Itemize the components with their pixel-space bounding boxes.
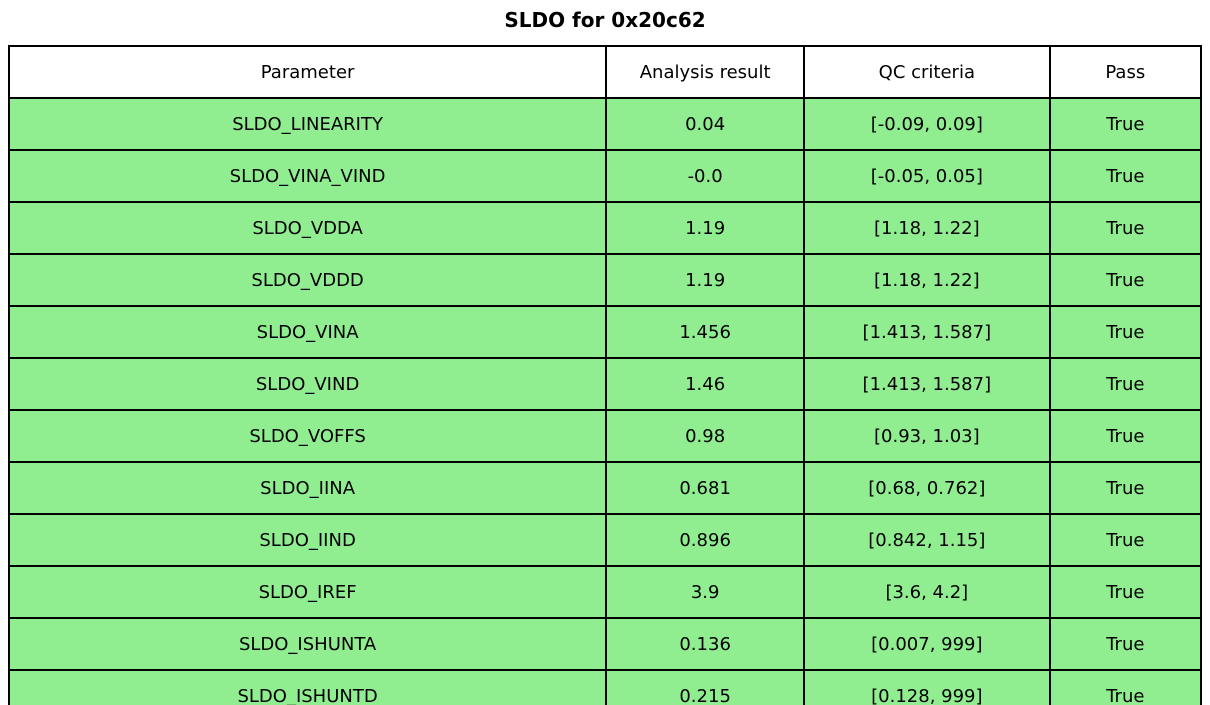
cell-parameter: SLDO_LINEARITY bbox=[7, 97, 608, 151]
cell-qc-criteria: [1.413, 1.587] bbox=[803, 357, 1051, 411]
cell-parameter: SLDO_VDDA bbox=[7, 201, 608, 255]
cell-qc-criteria: [3.6, 4.2] bbox=[803, 565, 1051, 619]
cell-analysis-result: 1.456 bbox=[605, 305, 806, 359]
table-row: SLDO_VDDD 1.19 [1.18, 1.22] True bbox=[7, 253, 1203, 307]
cell-qc-criteria: [0.68, 0.762] bbox=[803, 461, 1051, 515]
cell-pass: True bbox=[1048, 201, 1203, 255]
table-row: SLDO_VINA 1.456 [1.413, 1.587] True bbox=[7, 305, 1203, 359]
figure-title: SLDO for 0x20c62 bbox=[504, 8, 706, 32]
cell-pass: True bbox=[1048, 617, 1203, 671]
table-row: SLDO_IREF 3.9 [3.6, 4.2] True bbox=[7, 565, 1203, 619]
cell-qc-criteria: [1.413, 1.587] bbox=[803, 305, 1051, 359]
cell-analysis-result: 1.19 bbox=[605, 201, 806, 255]
cell-pass: True bbox=[1048, 357, 1203, 411]
cell-parameter: SLDO_VINA bbox=[7, 305, 608, 359]
cell-analysis-result: 0.04 bbox=[605, 97, 806, 151]
cell-parameter: SLDO_VIND bbox=[7, 357, 608, 411]
cell-pass: True bbox=[1048, 513, 1203, 567]
cell-pass: True bbox=[1048, 149, 1203, 203]
cell-parameter: SLDO_IREF bbox=[7, 565, 608, 619]
cell-qc-criteria: [0.93, 1.03] bbox=[803, 409, 1051, 463]
table-row: SLDO_VINA_VIND -0.0 [-0.05, 0.05] True bbox=[7, 149, 1203, 203]
table-row: SLDO_VDDA 1.19 [1.18, 1.22] True bbox=[7, 201, 1203, 255]
cell-pass: True bbox=[1048, 305, 1203, 359]
header-row: Parameter Analysis result QC criteria Pa… bbox=[7, 45, 1203, 99]
cell-qc-criteria: [0.128, 999] bbox=[803, 669, 1051, 705]
cell-parameter: SLDO_ISHUNTD bbox=[7, 669, 608, 705]
cell-qc-criteria: [1.18, 1.22] bbox=[803, 253, 1051, 307]
cell-analysis-result: -0.0 bbox=[605, 149, 806, 203]
cell-parameter: SLDO_IINA bbox=[7, 461, 608, 515]
cell-analysis-result: 3.9 bbox=[605, 565, 806, 619]
column-header-parameter: Parameter bbox=[7, 45, 608, 99]
column-header-analysis-result: Analysis result bbox=[605, 45, 806, 99]
cell-pass: True bbox=[1048, 253, 1203, 307]
cell-pass: True bbox=[1048, 461, 1203, 515]
table-row: SLDO_LINEARITY 0.04 [-0.09, 0.09] True bbox=[7, 97, 1203, 151]
cell-qc-criteria: [1.18, 1.22] bbox=[803, 201, 1051, 255]
cell-qc-criteria: [0.842, 1.15] bbox=[803, 513, 1051, 567]
cell-parameter: SLDO_VOFFS bbox=[7, 409, 608, 463]
cell-analysis-result: 0.98 bbox=[605, 409, 806, 463]
table-row: SLDO_ISHUNTD 0.215 [0.128, 999] True bbox=[7, 669, 1203, 705]
cell-analysis-result: 0.136 bbox=[605, 617, 806, 671]
table-body: SLDO_LINEARITY 0.04 [-0.09, 0.09] True S… bbox=[7, 97, 1203, 705]
cell-analysis-result: 0.215 bbox=[605, 669, 806, 705]
cell-analysis-result: 1.46 bbox=[605, 357, 806, 411]
cell-pass: True bbox=[1048, 565, 1203, 619]
table-row: SLDO_ISHUNTA 0.136 [0.007, 999] True bbox=[7, 617, 1203, 671]
table-row: SLDO_VIND 1.46 [1.413, 1.587] True bbox=[7, 357, 1203, 411]
cell-qc-criteria: [-0.05, 0.05] bbox=[803, 149, 1051, 203]
cell-qc-criteria: [0.007, 999] bbox=[803, 617, 1051, 671]
table-row: SLDO_IINA 0.681 [0.68, 0.762] True bbox=[7, 461, 1203, 515]
table-row: SLDO_VOFFS 0.98 [0.93, 1.03] True bbox=[7, 409, 1203, 463]
cell-parameter: SLDO_IIND bbox=[7, 513, 608, 567]
cell-parameter: SLDO_ISHUNTA bbox=[7, 617, 608, 671]
column-header-pass: Pass bbox=[1048, 45, 1203, 99]
cell-parameter: SLDO_VDDD bbox=[7, 253, 608, 307]
qc-results-table: Parameter Analysis result QC criteria Pa… bbox=[7, 45, 1203, 705]
column-header-qc-criteria: QC criteria bbox=[803, 45, 1051, 99]
cell-analysis-result: 0.896 bbox=[605, 513, 806, 567]
cell-pass: True bbox=[1048, 97, 1203, 151]
cell-parameter: SLDO_VINA_VIND bbox=[7, 149, 608, 203]
cell-pass: True bbox=[1048, 409, 1203, 463]
table-row: SLDO_IIND 0.896 [0.842, 1.15] True bbox=[7, 513, 1203, 567]
cell-analysis-result: 1.19 bbox=[605, 253, 806, 307]
cell-analysis-result: 0.681 bbox=[605, 461, 806, 515]
table-header: Parameter Analysis result QC criteria Pa… bbox=[7, 45, 1203, 99]
cell-pass: True bbox=[1048, 669, 1203, 705]
cell-qc-criteria: [-0.09, 0.09] bbox=[803, 97, 1051, 151]
